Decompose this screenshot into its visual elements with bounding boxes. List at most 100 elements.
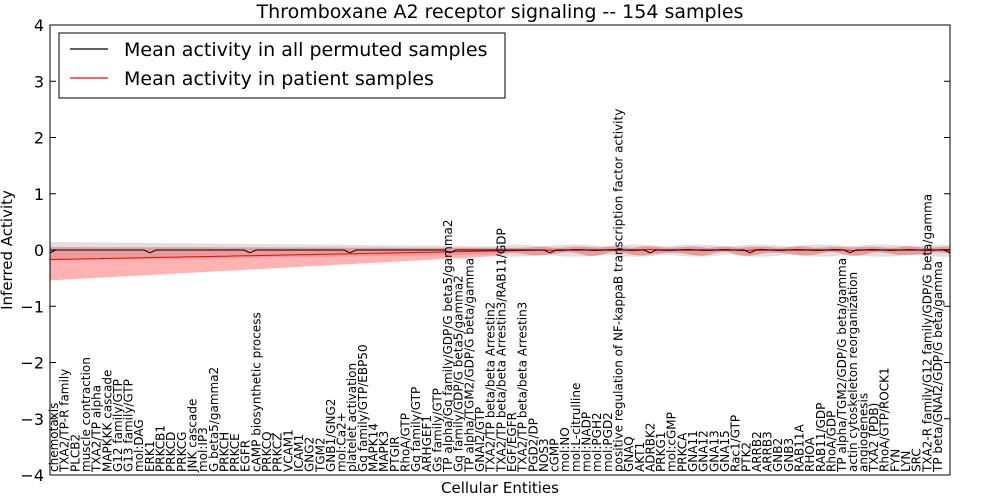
legend-label-permuted: Mean activity in all permuted samples bbox=[124, 39, 487, 61]
entity-label: ERK1 bbox=[143, 441, 157, 472]
legend-box bbox=[58, 32, 506, 99]
entity-label: TGM2 bbox=[313, 437, 327, 473]
entity-label: Gs family/GTP bbox=[430, 388, 444, 472]
entity-label: TP alpha/Gq family/GDP/G beta5/gamma2 bbox=[441, 219, 455, 473]
entity-label: AKT1 bbox=[633, 442, 647, 472]
y-tick-label: 3 bbox=[34, 72, 44, 91]
entity-label: angiogenesis bbox=[856, 393, 870, 472]
entity-label: PGD2/DP bbox=[526, 418, 540, 472]
entity-label: Gq family/GTP/EBP50 bbox=[356, 344, 370, 472]
entity-label: platelet activation bbox=[345, 363, 359, 472]
entity-label: PTGIR bbox=[388, 436, 402, 472]
entity-label: RAB11A bbox=[793, 423, 807, 472]
entity-label: ICAM1 bbox=[292, 434, 306, 472]
entity-label: mol:NO bbox=[558, 427, 572, 472]
entity-label: PRKCH bbox=[217, 432, 231, 472]
entity-label: GNA15 bbox=[718, 430, 732, 472]
y-tick-label: 4 bbox=[34, 16, 44, 35]
entity-label: LYN bbox=[899, 451, 913, 472]
legend-label-patient: Mean activity in patient samples bbox=[124, 68, 434, 90]
y-tick-label: 2 bbox=[34, 129, 44, 148]
entity-label: mol:PGH2 bbox=[590, 412, 604, 472]
entity-label: RhoA/GDP bbox=[825, 411, 839, 472]
entity-label: SRC bbox=[910, 448, 924, 472]
entity-label: TXA2 (PDB) bbox=[867, 403, 881, 473]
entity-label: actin cytoskeleton reorganization bbox=[846, 272, 860, 472]
entity-label: TXA2/TP-R family bbox=[58, 369, 72, 473]
entity-label: mol:PGD2 bbox=[601, 412, 615, 472]
entity-label: mol:Ca2+ bbox=[335, 412, 349, 472]
entity-label: G13 family/GTP bbox=[122, 379, 136, 472]
entity-label: PRKCD bbox=[164, 432, 178, 472]
entity-label: MAPK14 bbox=[367, 423, 381, 472]
y-tick-label: −4 bbox=[20, 466, 44, 485]
entity-label: mol:cGMP bbox=[665, 412, 679, 472]
entity-label: TXA2/TP alpha bbox=[90, 385, 104, 473]
entity-label: cAMP biosynthetic process bbox=[249, 312, 263, 472]
entity-label: TXA2/TP beta/beta Arrestin3/RAB11/GDP bbox=[494, 228, 508, 473]
x-axis-label: Cellular Entities bbox=[441, 479, 559, 497]
entity-label: mol:DAG bbox=[132, 419, 146, 472]
entity-label: positive regulation of NF-kappaB transcr… bbox=[612, 109, 626, 472]
entity-label: TP alpha/TGM2/GDP/G beta/gamma bbox=[835, 258, 849, 473]
entity-label: EGF/EGFR bbox=[505, 412, 519, 472]
entity-label: mol:NADP bbox=[580, 412, 594, 472]
entity-label: GNB1/GNG2 bbox=[324, 399, 338, 472]
entity-label: MAPKKK cascade bbox=[100, 370, 114, 472]
y-tick-label: 0 bbox=[34, 241, 44, 260]
y-tick-label: −3 bbox=[20, 410, 44, 429]
entity-label: FYN bbox=[888, 449, 902, 472]
entity-label: ARRB3 bbox=[761, 431, 775, 472]
entity-label: Gq family/GDP/G beta5/gamma2 bbox=[452, 275, 466, 472]
chart-title: Thromboxane A2 receptor signaling -- 154… bbox=[256, 1, 744, 23]
entity-label: GNB2 bbox=[771, 438, 785, 472]
entity-label: PRKCA bbox=[675, 432, 689, 472]
entity-label: Gq family/GTP bbox=[409, 387, 423, 472]
entity-label: muscle contraction bbox=[79, 357, 93, 472]
entity-label: RHOA bbox=[803, 436, 817, 472]
entity-label: RAB11/GDP bbox=[814, 403, 828, 472]
y-tick-label: −1 bbox=[20, 297, 44, 316]
entity-label: GNB3 bbox=[782, 438, 796, 472]
entity-label: ADRBK2 bbox=[643, 422, 657, 472]
entity-label: GNA13 bbox=[707, 430, 721, 472]
legend: Mean activity in all permuted samples Me… bbox=[58, 32, 506, 99]
entity-label: GNG2 bbox=[303, 437, 317, 472]
entity-label: TP beta/GNAI2/GDP/G beta/gamma bbox=[931, 261, 945, 473]
entity-label: PTK2 bbox=[739, 442, 753, 472]
entity-label: RhoA/GTP bbox=[399, 413, 413, 472]
entity-label: GNA12 bbox=[697, 430, 711, 472]
permuted-mean-line bbox=[49, 249, 951, 254]
entity-label: PLCB2 bbox=[68, 434, 82, 472]
entity-label: TXA2-R family/G12 family/GDP/G beta/gamm… bbox=[920, 194, 934, 473]
entity-label: PRKCQ bbox=[260, 431, 274, 472]
entity-label: G beta5/gamma2 bbox=[207, 367, 221, 472]
entity-label: EGFR bbox=[239, 440, 253, 472]
y-tick-label: −2 bbox=[20, 354, 44, 373]
entity-label: mol:L-citrulline bbox=[569, 383, 583, 472]
entity-label: GNAI2/GTP bbox=[473, 407, 487, 472]
lines-layer bbox=[49, 248, 951, 261]
entity-label: PRKG1 bbox=[654, 432, 668, 472]
entity-label: TXA2/TP beta/beta Arrestin2 bbox=[484, 302, 498, 473]
entity-label: JNK cascade bbox=[186, 399, 200, 473]
entity-label: PRKCG bbox=[175, 432, 189, 472]
y-tick-label: 1 bbox=[34, 185, 44, 204]
entity-label: PRKCZ bbox=[271, 433, 285, 472]
entity-label: NOS3 bbox=[537, 438, 551, 472]
entity-label: ARHGEF1 bbox=[420, 415, 434, 472]
entity-label: PRKCB1 bbox=[154, 425, 168, 472]
entity-label: TP alpha/TGM2/GDP/G beta/gamma bbox=[462, 258, 476, 473]
entity-label: G12 family/GTP bbox=[111, 379, 125, 472]
entity-label: PRKCE bbox=[228, 433, 242, 472]
entity-label: Rac1/GTP bbox=[729, 415, 743, 472]
entity-label: mol:IP3 bbox=[196, 427, 210, 472]
entity-label: GNAQ bbox=[622, 436, 636, 472]
y-axis-label: Inferred Activity bbox=[0, 190, 16, 310]
entity-label: RhoA/GTP/ROCK1 bbox=[878, 367, 892, 472]
entity-label: cGMP bbox=[548, 439, 562, 473]
entity-label: MAPK3 bbox=[377, 431, 391, 472]
entity-label: GNA11 bbox=[686, 430, 700, 472]
